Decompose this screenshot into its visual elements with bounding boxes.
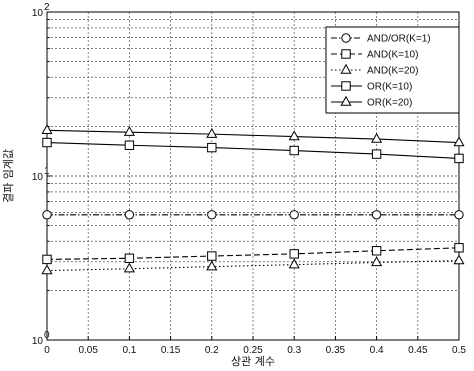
marker-square [207, 251, 217, 261]
marker-triangle [453, 136, 465, 147]
marker-triangle [340, 95, 352, 106]
x-tick-label: 0 [44, 345, 50, 356]
marker-triangle [340, 63, 352, 74]
marker-square [289, 249, 299, 259]
y-tick-exponent: 1 [44, 166, 50, 177]
marker-triangle [206, 127, 218, 138]
x-tick-label: 0.3 [287, 345, 301, 356]
grid-lines [47, 12, 459, 340]
marker-triangle [41, 264, 53, 275]
marker-triangle [123, 262, 135, 273]
x-tick-label: 0.5 [452, 345, 466, 356]
series [41, 124, 465, 147]
series [42, 243, 464, 265]
legend-label: OR(K=20) [367, 98, 412, 109]
marker-square [289, 145, 299, 156]
marker-circle [42, 210, 52, 220]
axis-ticks: 0 0.05 0.1 0.15 0.2 0.25 0.3 0.35 0.4 0.45 0.51001… [32, 2, 467, 356]
marker-circle [454, 210, 464, 220]
x-tick-label: 0.2 [205, 345, 219, 356]
legend-label: AND(K=20) [367, 66, 418, 77]
marker-circle [341, 33, 351, 43]
marker-triangle [371, 256, 383, 267]
legend: AND/OR(K=1) AND(K=10) AND(K=20) OR(K=10) OR(… [325, 26, 460, 114]
marker-circle [207, 210, 217, 220]
y-tick-exponent: 2 [44, 2, 50, 13]
x-tick-label: 0.45 [408, 345, 428, 356]
x-tick-label: 0.15 [161, 345, 181, 356]
x-axis-label: 상관 계수 [231, 355, 275, 368]
y-tick-label: 10 [32, 336, 44, 347]
marker-square [42, 254, 52, 265]
legend-label: AND(K=10) [367, 50, 418, 61]
marker-triangle [288, 258, 300, 269]
marker-square [124, 140, 135, 150]
marker-circle [289, 210, 299, 220]
marker-square [371, 246, 382, 256]
series [41, 254, 465, 275]
marker-circle [371, 210, 382, 220]
series-layer [41, 124, 465, 275]
marker-triangle [123, 125, 135, 136]
series-line [46, 247, 460, 260]
series-line [46, 129, 460, 144]
series-line [46, 141, 460, 159]
series-line [46, 260, 460, 272]
marker-triangle [41, 124, 53, 134]
marker-square [207, 142, 217, 153]
legend-label: AND/OR(K=1) [367, 34, 431, 45]
series [42, 210, 464, 220]
x-tick-label: 0.1 [122, 345, 136, 356]
marker-square [341, 81, 351, 91]
marker-square [454, 153, 464, 164]
x-tick-label: 0.4 [370, 345, 384, 356]
marker-square [454, 243, 464, 253]
marker-square [42, 137, 52, 148]
marker-triangle [453, 254, 465, 265]
series [42, 137, 464, 164]
marker-triangle [206, 260, 218, 271]
legend-label: OR(K=10) [367, 82, 412, 93]
x-tick-label: 0.35 [326, 345, 346, 356]
marker-circle [124, 210, 135, 220]
x-tick-label: 0.05 [78, 345, 98, 356]
y-tick-label: 10 [32, 8, 44, 19]
marker-triangle [371, 132, 383, 143]
y-axis-label: 결파 임계값 [2, 149, 15, 203]
marker-square [341, 49, 351, 59]
x-tick-label: 0.25 [243, 345, 263, 356]
marker-square [371, 149, 382, 159]
marker-triangle [288, 130, 300, 141]
marker-square [124, 253, 135, 263]
y-tick-exponent: 0 [44, 330, 50, 341]
y-tick-label: 10 [32, 172, 44, 183]
